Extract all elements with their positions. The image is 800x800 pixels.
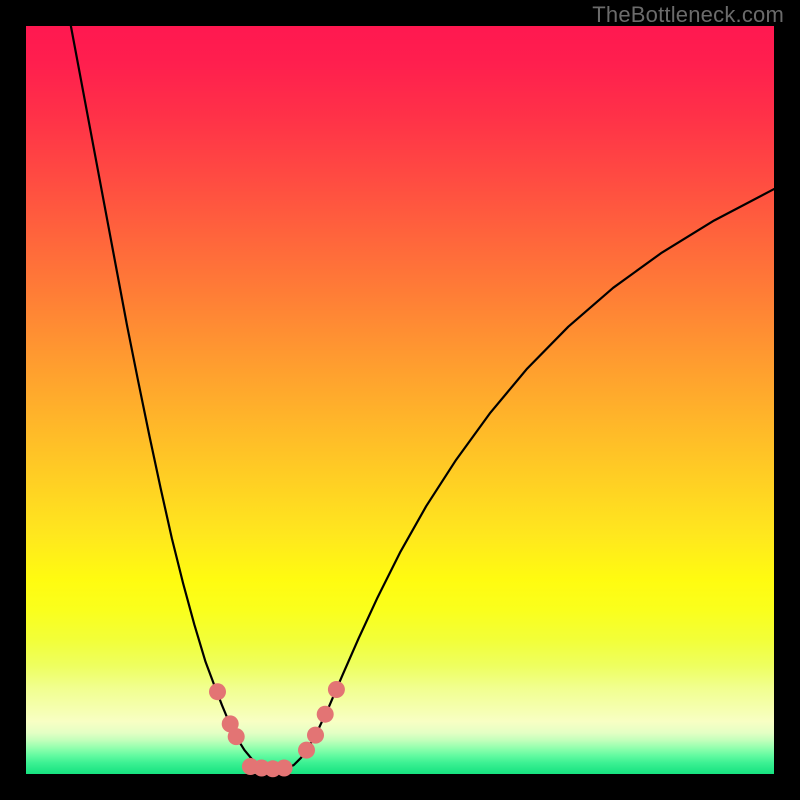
marker-point bbox=[298, 742, 315, 759]
chart-container: TheBottleneck.com bbox=[0, 0, 800, 800]
marker-point bbox=[276, 760, 293, 777]
marker-point bbox=[307, 727, 324, 744]
marker-point bbox=[228, 728, 245, 745]
marker-point bbox=[317, 706, 334, 723]
marker-point bbox=[209, 683, 226, 700]
marker-point bbox=[328, 681, 345, 698]
bottleneck-chart bbox=[0, 0, 800, 800]
plot-background bbox=[26, 26, 774, 774]
